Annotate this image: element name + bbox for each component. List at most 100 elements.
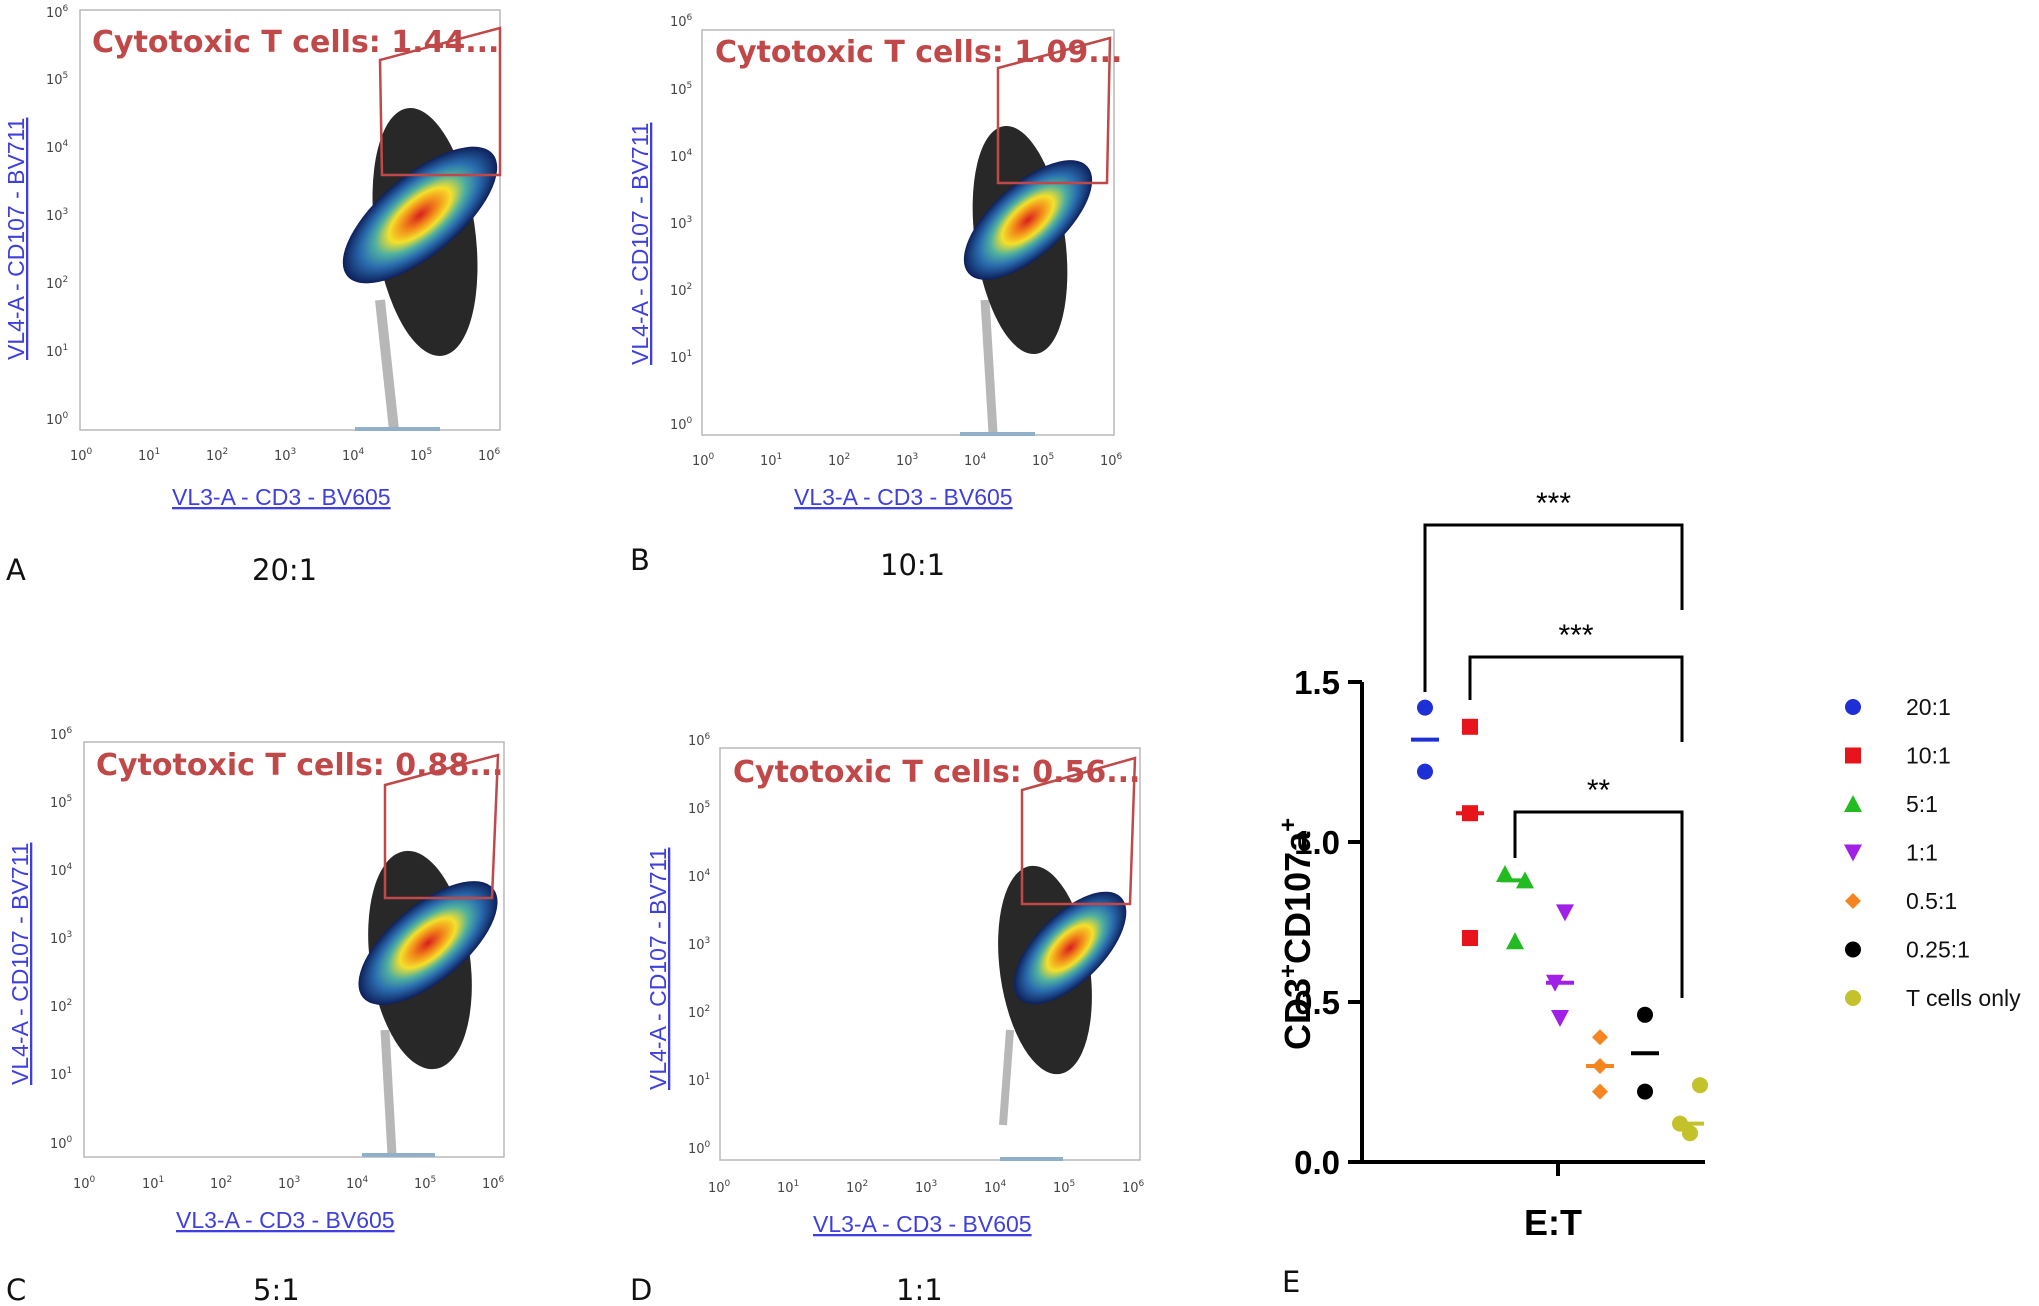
- svg-text:100: 100: [70, 447, 93, 464]
- svg-text:100: 100: [688, 1140, 711, 1157]
- significance-bracket: [1425, 525, 1682, 692]
- svg-text:104: 104: [346, 1175, 369, 1192]
- y-tick-label: 1.0: [1294, 824, 1340, 861]
- panel-letter: C: [6, 1273, 26, 1306]
- cell-population: [322, 101, 519, 430]
- gate-label: Cytotoxic T cells: 1.44...: [92, 25, 499, 60]
- svg-text:106: 106: [46, 4, 69, 21]
- svg-text:104: 104: [984, 1179, 1007, 1196]
- svg-text:105: 105: [50, 794, 72, 811]
- panel-letter: E: [1282, 1265, 1300, 1299]
- svg-text:104: 104: [964, 452, 987, 469]
- x-axis-label[interactable]: VL3-A - CD3 - BV605: [813, 1211, 1032, 1237]
- ratio-label: 20:1: [252, 553, 317, 587]
- x-axis-label[interactable]: VL3-A - CD3 - BV605: [176, 1207, 395, 1233]
- x-axis-label[interactable]: VL3-A - CD3 - BV605: [794, 484, 1013, 510]
- gate-label: Cytotoxic T cells: 0.88...: [96, 748, 503, 783]
- svg-text:106: 106: [50, 726, 73, 743]
- legend-marker: [1844, 795, 1862, 812]
- svg-text:101: 101: [50, 1066, 72, 1083]
- dot-plot-panel-e: E CD3+CD107a+ E:T 0.00.51.01.5 ******** …: [1275, 487, 2021, 1299]
- data-point: [1462, 719, 1478, 735]
- svg-text:101: 101: [760, 452, 782, 469]
- svg-text:103: 103: [46, 207, 68, 224]
- data-point: [1637, 1007, 1653, 1023]
- svg-text:100: 100: [73, 1175, 96, 1192]
- panel-letter: D: [630, 1273, 652, 1306]
- legend-label: 0.25:1: [1906, 937, 1970, 963]
- ratio-label: 5:1: [253, 1273, 300, 1306]
- data-points: [1411, 700, 1708, 1142]
- svg-text:105: 105: [1032, 452, 1054, 469]
- svg-text:101: 101: [138, 447, 160, 464]
- svg-text:102: 102: [50, 998, 72, 1015]
- y-axis-label[interactable]: VL4-A - CD107 - BV711: [645, 848, 671, 1090]
- x-tick-labels: 100 101 102 103 104 105 106: [70, 447, 501, 464]
- svg-text:106: 106: [688, 732, 711, 749]
- cell-population: [986, 860, 1145, 1125]
- legend-marker: [1845, 893, 1861, 909]
- legend-label: T cells only: [1906, 985, 2021, 1011]
- svg-text:103: 103: [915, 1179, 937, 1196]
- y-axis-label[interactable]: VL4-A - CD107 - BV711: [7, 843, 33, 1085]
- svg-text:102: 102: [210, 1175, 232, 1192]
- x-tick-labels: 100 101 102 103 104 105 106: [73, 1175, 505, 1192]
- svg-text:101: 101: [46, 343, 68, 360]
- svg-text:100: 100: [46, 411, 69, 428]
- svg-text:104: 104: [342, 447, 365, 464]
- y-tick-label: 0.5: [1294, 984, 1340, 1021]
- svg-text:101: 101: [777, 1179, 799, 1196]
- y-axis-label[interactable]: VL4-A - CD107 - BV711: [627, 123, 653, 365]
- svg-text:106: 106: [1100, 452, 1123, 469]
- svg-text:104: 104: [50, 862, 73, 879]
- svg-text:102: 102: [846, 1179, 868, 1196]
- svg-text:105: 105: [670, 81, 692, 98]
- data-point: [1637, 1084, 1653, 1100]
- svg-text:102: 102: [828, 452, 850, 469]
- svg-text:103: 103: [670, 215, 692, 232]
- x-tick-labels: 100 101 102 103 104 105 106: [708, 1179, 1145, 1196]
- svg-text:100: 100: [708, 1179, 731, 1196]
- svg-text:100: 100: [692, 452, 715, 469]
- significance-bracket: [1515, 812, 1682, 998]
- legend-label: 1:1: [1906, 840, 1938, 866]
- legend-marker: [1845, 699, 1861, 715]
- data-point: [1592, 1029, 1608, 1045]
- x-tick-labels: 100 101 102 103 104 105 106: [692, 452, 1123, 469]
- legend-label: 20:1: [1906, 694, 1951, 720]
- cell-population: [944, 120, 1111, 433]
- svg-text:103: 103: [50, 930, 72, 947]
- data-point: [1692, 1077, 1708, 1093]
- y-tick-label: 1.5: [1294, 664, 1340, 701]
- x-axis-label[interactable]: VL3-A - CD3 - BV605: [172, 484, 391, 510]
- ratio-label: 10:1: [880, 548, 945, 582]
- svg-text:102: 102: [688, 1004, 710, 1021]
- legend-marker: [1845, 748, 1861, 764]
- y-axis-label[interactable]: VL4-A - CD107 - BV711: [3, 118, 29, 360]
- svg-text:103: 103: [896, 452, 918, 469]
- svg-text:102: 102: [670, 282, 692, 299]
- svg-text:106: 106: [482, 1175, 505, 1192]
- svg-text:106: 106: [478, 447, 501, 464]
- svg-text:105: 105: [414, 1175, 436, 1192]
- data-point: [1417, 764, 1433, 780]
- y-tick-labels: 106 105 104 103 102 101 100: [46, 4, 69, 428]
- baseline-marker: [960, 432, 1035, 436]
- flow-panel-c: Cytotoxic T cells: 0.88... 106 105 104 1…: [6, 726, 518, 1306]
- svg-text:104: 104: [46, 139, 69, 156]
- significance-bracket: [1470, 657, 1682, 742]
- svg-text:101: 101: [670, 349, 692, 366]
- significance-stars: ***: [1558, 619, 1593, 652]
- legend: 20:110:15:11:10.5:10.25:1T cells only: [1844, 694, 2021, 1011]
- baseline-marker: [362, 1153, 435, 1157]
- baseline-marker: [355, 427, 440, 431]
- legend-marker: [1844, 845, 1862, 862]
- legend-label: 0.5:1: [1906, 888, 1957, 914]
- svg-text:104: 104: [688, 868, 711, 885]
- svg-text:102: 102: [206, 447, 228, 464]
- flow-panel-d: Cytotoxic T cells: 0.56... 106 105 104 1…: [630, 732, 1145, 1306]
- gate-label: Cytotoxic T cells: 0.56...: [733, 755, 1140, 790]
- svg-text:102: 102: [46, 275, 68, 292]
- svg-text:100: 100: [50, 1135, 73, 1152]
- data-point: [1462, 930, 1478, 946]
